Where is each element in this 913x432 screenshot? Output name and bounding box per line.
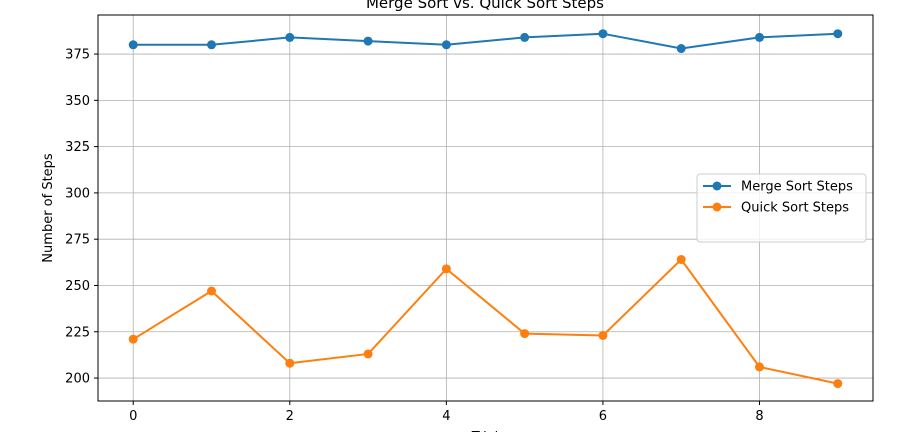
data-point (363, 36, 373, 46)
series-line (132, 258, 838, 385)
legend: Merge Sort Steps Quick Sort Steps (696, 173, 867, 243)
legend-marker (712, 202, 722, 212)
data-point (285, 358, 295, 368)
data-point (363, 349, 373, 359)
legend-box (696, 173, 867, 243)
x-tick-label: 8 (755, 409, 763, 424)
y-tick-label: 225 (65, 325, 90, 340)
data-point (598, 29, 608, 39)
y-tick-label: 375 (65, 48, 90, 63)
legend-marker (712, 181, 722, 191)
y-tick-label: 250 (65, 279, 90, 294)
data-point (520, 32, 530, 42)
legend-label: Quick Sort Steps (741, 201, 849, 216)
data-point (207, 40, 217, 50)
data-point (285, 32, 295, 42)
y-axis-label: Number of Steps (41, 153, 56, 263)
x-tick-label: 6 (599, 409, 607, 424)
data-point (128, 40, 138, 50)
y-tick-label: 350 (65, 94, 90, 109)
data-point (441, 264, 451, 274)
data-point (520, 329, 530, 339)
data-point (128, 334, 138, 344)
data-point (754, 32, 764, 42)
data-point (598, 330, 608, 340)
chart-title: Merge Sort vs. Quick Sort Steps (366, 0, 604, 12)
data-point (833, 379, 843, 389)
plot-frame (97, 14, 874, 402)
data-point (676, 255, 686, 265)
legend-label: Merge Sort Steps (741, 180, 853, 195)
data-point (676, 44, 686, 54)
x-tick-label: 2 (286, 409, 294, 424)
data-point (207, 286, 217, 296)
y-tick-label: 275 (65, 233, 90, 248)
y-tick-label: 325 (65, 140, 90, 155)
x-axis-label: Trial (471, 430, 499, 432)
y-tick-label: 300 (65, 186, 90, 201)
x-tick-label: 0 (129, 409, 137, 424)
x-tick-label: 4 (442, 409, 450, 424)
series-line (133, 32, 838, 50)
data-point (754, 362, 764, 372)
data-point (441, 40, 451, 50)
y-tick-label: 200 (65, 372, 90, 387)
data-point (833, 29, 843, 39)
